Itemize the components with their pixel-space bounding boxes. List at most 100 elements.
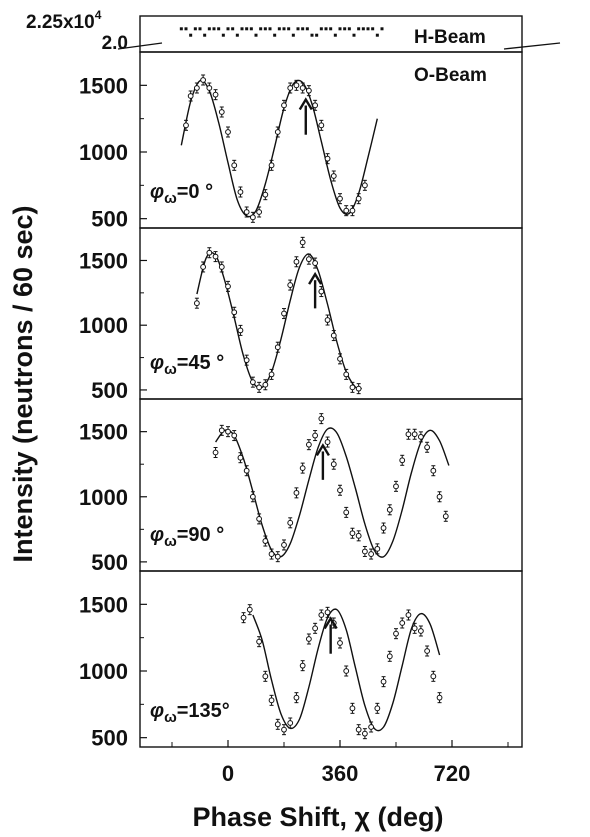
h-beam-panel: 2.25x104 2.0 H-Beam xyxy=(26,8,561,54)
phase-label: φω=45 ° xyxy=(150,352,224,378)
h-beam-point xyxy=(193,27,197,31)
data-point xyxy=(299,85,306,91)
h-beam-point xyxy=(179,27,183,31)
data-point xyxy=(312,432,319,439)
data-point xyxy=(246,606,253,613)
y-tick-label: 1000 xyxy=(79,140,128,165)
data-point xyxy=(262,191,269,198)
data-point xyxy=(349,384,356,391)
data-point xyxy=(243,209,250,215)
data-point xyxy=(256,516,263,522)
h-beam-point xyxy=(315,33,319,37)
data-point xyxy=(374,545,381,552)
fit-curve xyxy=(180,79,378,218)
phase-label: φω=0 ° xyxy=(150,181,213,207)
data-point xyxy=(305,441,312,448)
h-beam-point xyxy=(231,27,235,31)
data-point xyxy=(337,640,343,646)
h-beam-point xyxy=(296,27,300,31)
data-point xyxy=(183,122,189,129)
data-point xyxy=(274,344,281,351)
h-beam-point xyxy=(371,27,375,31)
data-point xyxy=(200,264,207,270)
data-point xyxy=(243,467,250,474)
data-point xyxy=(206,249,213,256)
x-tick-label: 720 xyxy=(434,761,471,786)
data-point xyxy=(268,162,275,169)
data-point xyxy=(218,427,225,434)
o-beam-panel-2: φω=45 ° xyxy=(150,236,362,395)
h-beam-point xyxy=(263,27,267,31)
peak-arrow-head xyxy=(315,443,330,457)
data-point xyxy=(305,256,312,263)
data-point xyxy=(281,102,287,109)
data-point xyxy=(274,553,281,560)
h-beam-tick-lower: 2.0 xyxy=(102,33,128,54)
data-point xyxy=(299,465,306,472)
data-point xyxy=(330,461,337,468)
y-tick-label: 500 xyxy=(91,378,128,403)
data-point xyxy=(374,705,381,712)
data-point xyxy=(187,93,194,99)
data-point xyxy=(349,530,356,537)
y-tick-label: 500 xyxy=(91,726,128,751)
h-beam-point xyxy=(245,27,249,31)
data-point xyxy=(249,379,256,386)
h-beam-tick-upper: 2.25x104 xyxy=(26,8,102,33)
y-tick-label: 1500 xyxy=(79,592,128,617)
data-point xyxy=(231,162,238,169)
data-point xyxy=(436,694,443,701)
o-beam-panel-3: φω=90 ° xyxy=(150,413,450,563)
data-point xyxy=(405,431,412,438)
data-point xyxy=(249,214,256,221)
data-point xyxy=(231,432,238,439)
data-point xyxy=(237,454,244,461)
data-point xyxy=(281,726,287,733)
h-beam-point xyxy=(268,27,272,31)
data-point xyxy=(442,513,449,520)
data-point xyxy=(281,310,287,317)
h-beam-label: H-Beam xyxy=(414,27,486,48)
h-beam-point xyxy=(259,27,263,31)
data-point xyxy=(324,609,331,616)
data-point xyxy=(206,85,213,91)
y-axis-title: Intensity (neutrons / 60 sec) xyxy=(8,205,38,562)
data-point xyxy=(355,726,362,733)
data-point xyxy=(293,258,300,265)
data-point xyxy=(256,209,263,215)
h-beam-point xyxy=(329,27,333,31)
data-point xyxy=(343,509,350,516)
data-point xyxy=(318,612,325,618)
data-point xyxy=(393,483,399,490)
y-tick-label: 1000 xyxy=(79,485,128,510)
peak-arrow-head xyxy=(323,616,338,630)
o-beam-label: O-Beam xyxy=(414,65,487,86)
data-point xyxy=(287,519,294,526)
h-beam-points xyxy=(179,27,384,37)
data-point xyxy=(430,467,437,474)
y-tick-label: 1500 xyxy=(79,248,128,273)
h-beam-point xyxy=(366,27,370,31)
h-beam-point xyxy=(282,27,286,31)
h-beam-point xyxy=(287,27,291,31)
data-point xyxy=(318,288,325,295)
data-point xyxy=(343,668,350,674)
data-point xyxy=(349,207,356,214)
data-point xyxy=(281,542,287,548)
h-beam-point xyxy=(212,27,216,31)
data-point xyxy=(417,628,424,634)
h-beam-point xyxy=(301,27,305,31)
phase-label: φω=90 ° xyxy=(150,524,224,550)
data-point xyxy=(330,173,337,179)
data-point xyxy=(361,182,368,189)
data-point xyxy=(430,673,437,680)
fit-curve xyxy=(252,608,441,732)
h-beam-point xyxy=(324,27,328,31)
data-point xyxy=(417,433,424,440)
h-beam-point xyxy=(305,27,309,31)
peak-arrow-head xyxy=(308,271,323,285)
data-point xyxy=(262,673,269,680)
o-beam-panels: φω=0 ° φω=45 ° φω=90 ° φω=135° xyxy=(150,74,450,740)
data-point xyxy=(212,449,219,456)
